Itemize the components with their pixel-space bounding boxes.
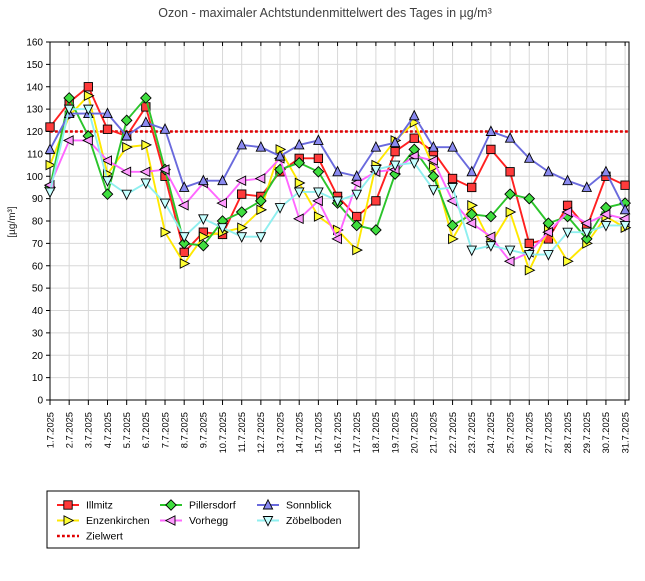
x-tick-label: 26.7.2025 — [525, 412, 535, 453]
y-tick-label: 120 — [26, 127, 43, 138]
triangle-right-icon — [63, 515, 75, 526]
x-tick-label: 7.7.2025 — [160, 412, 170, 448]
x-tick-label: 22.7.2025 — [448, 412, 458, 453]
x-tick-label: 25.7.2025 — [505, 412, 515, 453]
x-tick-label: 11.7.2025 — [237, 412, 247, 453]
legend-label: Pillersdorf — [189, 500, 236, 512]
y-tick-label: 130 — [26, 105, 43, 116]
y-tick-label: 100 — [26, 172, 43, 183]
y-tick-label: 40 — [32, 306, 44, 317]
y-tick-label: 150 — [26, 60, 43, 71]
triangle-up-icon — [262, 498, 274, 510]
x-tick-label: 3.7.2025 — [84, 412, 94, 448]
x-tick-label: 28.7.2025 — [563, 412, 573, 453]
y-tick-label: 60 — [32, 261, 44, 272]
legend-item-vorhegg: Vorhegg — [160, 515, 228, 527]
legend-label: Zielwert — [86, 531, 123, 543]
legend-label: Vorhegg — [189, 515, 228, 527]
y-tick-label: 70 — [32, 239, 44, 250]
diamond-icon — [165, 499, 177, 511]
triangle-left-icon — [164, 515, 176, 526]
x-tick-label: 9.7.2025 — [199, 412, 209, 448]
y-tick-label: 10 — [32, 373, 44, 384]
legend-label: Illmitz — [86, 500, 113, 512]
x-tick-label: 17.7.2025 — [352, 412, 362, 453]
x-tick-label: 16.7.2025 — [333, 412, 343, 453]
legend-label: Zöbelboden — [286, 515, 342, 527]
x-tick-label: 29.7.2025 — [582, 412, 592, 453]
series-sonnblick — [44, 107, 631, 215]
legend-item-enzenkirchen: Enzenkirchen — [57, 515, 150, 527]
legend-label: Sonnblick — [286, 500, 332, 512]
square-icon — [63, 500, 73, 510]
y-tick-label: 30 — [32, 328, 44, 339]
x-tick-label: 14.7.2025 — [295, 412, 305, 453]
x-tick-label: 15.7.2025 — [314, 412, 324, 453]
x-tick-label: 4.7.2025 — [103, 412, 113, 448]
x-tick-label: 19.7.2025 — [390, 412, 400, 453]
x-tick-label: 23.7.2025 — [467, 412, 477, 453]
y-tick-label: 140 — [26, 82, 43, 93]
y-tick-label: 80 — [32, 217, 44, 228]
series-zöbelboden — [44, 104, 631, 261]
y-tick-label: 50 — [32, 284, 44, 295]
y-tick-label: 110 — [27, 149, 43, 160]
gridlines — [50, 42, 629, 400]
x-tick-label: 6.7.2025 — [141, 412, 151, 448]
legend-item-illmitz: Illmitz — [57, 500, 113, 512]
x-tick-label: 8.7.2025 — [179, 412, 189, 448]
legend-item-pillersdorf: Pillersdorf — [160, 499, 236, 512]
x-tick-label: 5.7.2025 — [122, 412, 132, 448]
y-tick-label: 90 — [32, 194, 44, 205]
x-tick-label: 30.7.2025 — [601, 412, 611, 453]
x-tick-label: 21.7.2025 — [429, 412, 439, 453]
y-tick-label: 20 — [32, 351, 44, 362]
legend: Illmitz Pillersdorf Sonnblick Enzenkirchen V… — [46, 490, 360, 549]
axis-ticks — [46, 41, 626, 405]
x-tick-label: 13.7.2025 — [275, 412, 285, 453]
y-axis-title: [µg/m³] — [7, 206, 18, 238]
y-axis-labels: 0 10 20 30 40 50 60 70 80 90 100 110 120 130 140 150 160 — [26, 38, 43, 407]
x-tick-label: 18.7.2025 — [371, 412, 381, 453]
legend-item-zielwert: Zielwert — [57, 531, 123, 543]
x-tick-label: 12.7.2025 — [256, 412, 266, 453]
chart-title: Ozon - maximaler Achtstundenmittelwert d… — [158, 6, 492, 20]
x-tick-label: 2.7.2025 — [64, 412, 74, 448]
legend-label: Enzenkirchen — [86, 515, 150, 527]
x-axis-labels: 1.7.2025 2.7.2025 3.7.2025 4.7.2025 5.7.2025… — [45, 412, 630, 453]
x-tick-label: 1.7.2025 — [45, 412, 55, 448]
x-tick-label: 27.7.2025 — [544, 412, 554, 453]
legend-item-zöbelboden: Zöbelboden — [257, 515, 342, 527]
y-tick-label: 0 — [37, 396, 43, 407]
legend-item-sonnblick: Sonnblick — [257, 498, 332, 512]
y-tick-label: 160 — [26, 38, 43, 49]
x-tick-label: 10.7.2025 — [218, 412, 228, 453]
x-tick-label: 24.7.2025 — [486, 412, 496, 453]
x-tick-label: 20.7.2025 — [410, 412, 420, 453]
triangle-down-icon — [262, 516, 274, 527]
x-tick-label: 31.7.2025 — [620, 412, 630, 453]
